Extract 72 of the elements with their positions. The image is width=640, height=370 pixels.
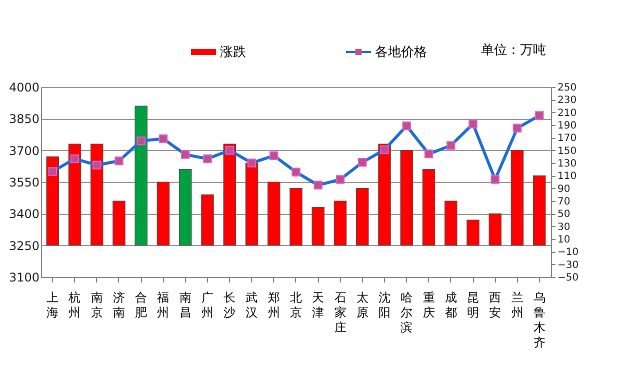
- bar: [90, 144, 104, 246]
- x-tick-label: 济南: [112, 290, 125, 320]
- x-tick-label: 乌鲁木齐: [533, 290, 546, 350]
- y2-tick-label: 110: [558, 171, 577, 182]
- x-tick-label: 重庆: [422, 290, 435, 320]
- bar: [134, 106, 148, 246]
- bar: [488, 213, 502, 246]
- y2-tick-label: 170: [558, 133, 577, 144]
- y2-tick-label: 90: [558, 184, 570, 195]
- x-tick-label: 昆明: [467, 290, 480, 320]
- y2-tick-label: −50: [558, 272, 579, 284]
- y2-tick-label: 230: [558, 95, 577, 106]
- bar: [245, 162, 258, 246]
- x-tick-label: 哈尔滨: [400, 290, 413, 334]
- bar: [466, 220, 480, 246]
- bar: [201, 194, 214, 246]
- x-tick-label: 北京: [290, 290, 302, 320]
- x-tick-label: 成都: [444, 290, 457, 320]
- x-tick-label: 长沙: [224, 290, 236, 320]
- y2-tick-label: 130: [558, 158, 577, 170]
- y-tick-label: 3250: [8, 238, 40, 253]
- bar: [422, 169, 436, 246]
- y2-tick-label: 30: [558, 222, 570, 233]
- bar: [178, 169, 192, 246]
- bar: [533, 175, 546, 246]
- y-tick-label: 3400: [8, 207, 40, 222]
- y-tick-label: 3850: [8, 112, 40, 126]
- y2-tick-label: 190: [558, 120, 577, 132]
- x-tick-label: 天津: [312, 290, 324, 320]
- bar: [378, 144, 391, 246]
- x-tick-label: 武汉: [246, 290, 258, 320]
- y-tick-label: 4000: [8, 80, 40, 94]
- y2-tick-label: 150: [558, 146, 577, 157]
- y2-tick-label: 10: [558, 234, 570, 246]
- bar: [334, 200, 347, 246]
- legend-label: 涨跌: [220, 45, 246, 60]
- x-tick-label: 杭州: [68, 290, 81, 320]
- x-tick-label: 沈阳: [378, 290, 391, 320]
- bar: [112, 200, 126, 246]
- bar: [444, 200, 458, 246]
- x-tick-label: 兰州: [511, 290, 524, 320]
- y-tick-label: 3100: [8, 270, 40, 284]
- bar: [46, 156, 59, 246]
- bar: [510, 150, 524, 246]
- x-tick-label: 上海: [46, 290, 59, 320]
- x-tick-label: 石家庄: [334, 290, 346, 334]
- bar: [223, 144, 236, 246]
- y-tick-label: 3700: [8, 144, 40, 158]
- x-tick-label: 郑州: [268, 290, 280, 320]
- bar: [356, 188, 369, 246]
- bar: [267, 182, 280, 246]
- y2-tick-label: 50: [558, 209, 570, 220]
- bar: [290, 188, 302, 246]
- x-tick-label: 广州: [201, 290, 214, 320]
- x-tick-label: 合肥: [135, 290, 148, 320]
- x-tick-label: 西安: [489, 290, 502, 320]
- x-tick-label: 福州: [157, 290, 170, 320]
- x-tick-label: 太原: [356, 290, 368, 320]
- bar: [312, 207, 325, 246]
- y-tick-label: 3550: [8, 176, 40, 190]
- bar: [68, 144, 82, 246]
- x-tick-label: 南京: [90, 290, 103, 320]
- bar: [156, 182, 170, 246]
- bar: [400, 150, 414, 246]
- y2-tick-label: −10: [558, 247, 579, 258]
- y2-tick-label: 210: [558, 108, 577, 119]
- y2-tick-label: 250: [558, 82, 577, 94]
- y2-tick-label: 70: [558, 196, 570, 208]
- y2-tick-label: −30: [558, 260, 579, 271]
- legend-label: 各地价格: [375, 45, 427, 60]
- x-tick-label: 南昌: [179, 290, 192, 320]
- text: 单位：万吨: [481, 43, 546, 58]
